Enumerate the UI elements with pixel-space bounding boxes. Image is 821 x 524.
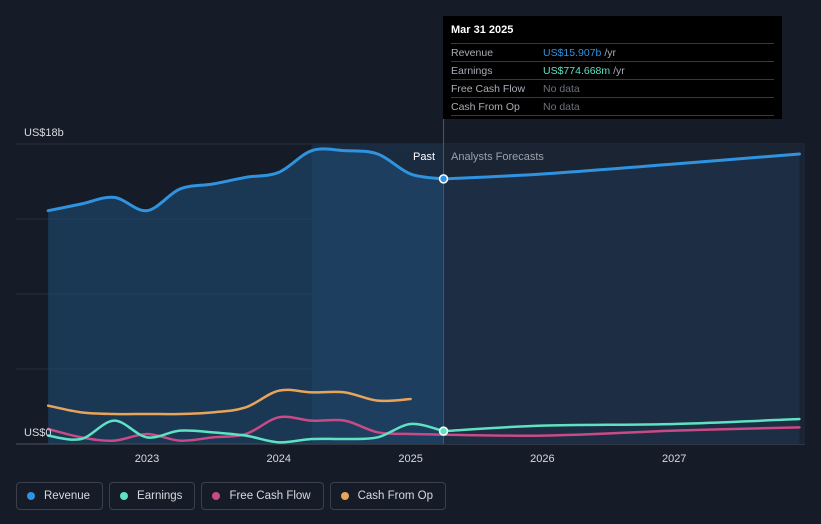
revenue-forecast-line <box>442 152 801 181</box>
free-cash-flow-forecast-line <box>409 426 801 438</box>
cash-from-op-line <box>46 388 412 416</box>
legend-item-revenue[interactable]: Revenue <box>16 482 104 510</box>
tooltip-value: US$15.907b <box>543 47 602 59</box>
x-axis: 2023 2024 2025 2026 2027 <box>135 453 687 465</box>
legend-dot-icon <box>27 492 35 500</box>
series-lines <box>46 147 801 444</box>
x-tick-label: 2024 <box>267 453 291 465</box>
revenue-past-area <box>48 148 444 445</box>
tooltip-label: Earnings <box>451 65 493 77</box>
chart-regions <box>48 96 805 445</box>
tooltip-value: US$774.668m <box>543 65 611 77</box>
y-axis-top-label: US$18b <box>24 127 64 139</box>
revenue-forecast-area <box>443 154 800 444</box>
y-axis-bottom-label: US$0 <box>24 427 52 439</box>
forecast-region <box>443 144 805 444</box>
legend-item-free-cash-flow[interactable]: Free Cash Flow <box>201 482 324 510</box>
earnings-forecast-line <box>442 417 801 433</box>
forecast-label: Analysts Forecasts <box>451 151 544 163</box>
earnings-line <box>46 419 445 444</box>
revenue-line <box>46 147 446 213</box>
tooltip-unit: /yr <box>613 65 625 77</box>
x-tick-label: 2023 <box>135 453 159 465</box>
tooltip-unit: /yr <box>604 47 617 59</box>
legend: Revenue Earnings Free Cash Flow Cash Fro… <box>16 482 447 510</box>
tooltip-date: Mar 31 2025 <box>451 24 774 44</box>
legend-label: Free Cash Flow <box>229 490 311 502</box>
tooltip-row-revenue: Revenue US$15.907b /yr <box>451 45 774 62</box>
tooltip: Mar 31 2025 Revenue US$15.907b /yr Earni… <box>443 16 782 119</box>
revenue-marker <box>438 174 449 184</box>
tooltip-row-cash-from-op: Cash From Op No data <box>451 99 774 116</box>
tooltip-value: No data <box>543 101 580 113</box>
x-tick-label: 2027 <box>662 453 686 465</box>
earnings-marker <box>438 426 449 436</box>
legend-label: Revenue <box>44 490 91 502</box>
legend-dot-icon <box>340 492 349 500</box>
legend-dot-icon <box>120 492 129 500</box>
legend-dot-icon <box>212 492 221 500</box>
tooltip-label: Revenue <box>451 47 494 59</box>
legend-item-earnings[interactable]: Earnings <box>109 482 196 510</box>
tooltip-row-earnings: Earnings US$774.668m /yr <box>451 63 774 80</box>
past-label: Past <box>413 151 435 163</box>
tooltip-label: Free Cash Flow <box>451 83 526 95</box>
tooltip-label: Cash From Op <box>451 101 520 113</box>
legend-label: Earnings <box>137 490 183 502</box>
free-cash-flow-line <box>46 415 412 443</box>
tooltip-row-free-cash-flow: Free Cash Flow No data <box>451 81 774 98</box>
tooltip-value: No data <box>543 83 580 95</box>
legend-item-cash-from-op[interactable]: Cash From Op <box>329 482 447 510</box>
x-tick-label: 2025 <box>398 453 422 465</box>
x-tick-label: 2026 <box>530 453 554 465</box>
legend-label: Cash From Op <box>357 490 434 502</box>
